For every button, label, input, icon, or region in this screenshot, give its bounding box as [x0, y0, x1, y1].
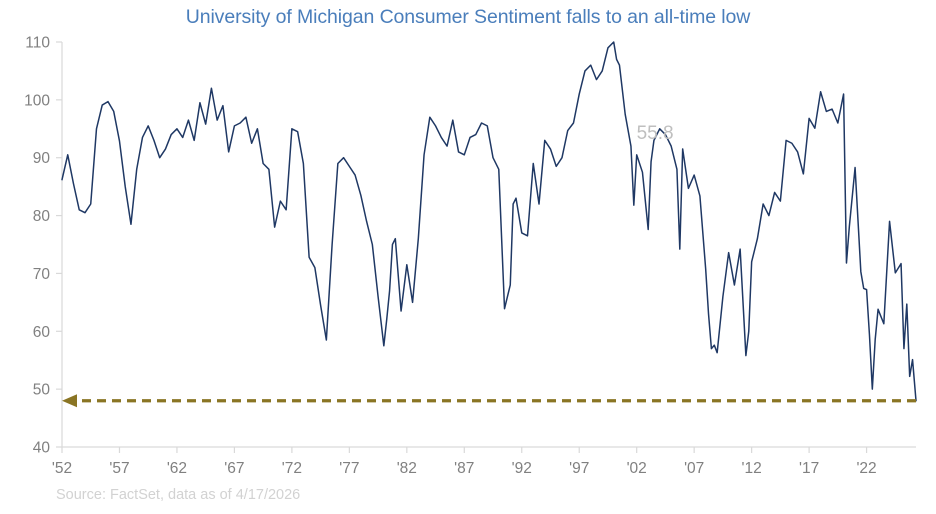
y-tick-label: 50: [33, 382, 51, 399]
series-group: [61, 41, 917, 402]
x-tick-label: '87: [454, 460, 474, 477]
x-tick-label: '52: [52, 460, 72, 477]
series-line-consumer-sentiment: [61, 41, 917, 402]
y-tick-label: 100: [24, 92, 50, 109]
x-tick-label: '82: [397, 460, 417, 477]
x-tick-label: '22: [856, 460, 876, 477]
y-tick-label: 60: [33, 324, 51, 341]
annotation-arrowhead-icon: [62, 394, 77, 408]
x-tick-label: '77: [339, 460, 359, 477]
x-tick-label: '57: [109, 460, 129, 477]
y-tick-label: 40: [33, 440, 51, 457]
x-tick-label: '07: [684, 460, 704, 477]
x-tick-label: '17: [799, 460, 819, 477]
x-tick-label: '92: [512, 460, 532, 477]
annotation-group: 55.8: [62, 123, 916, 408]
x-tick-label: '12: [742, 460, 762, 477]
x-tick-label: '72: [282, 460, 302, 477]
x-tick-label: '97: [569, 460, 589, 477]
x-tick-label: '02: [627, 460, 647, 477]
y-tick-label: 90: [33, 150, 51, 167]
x-tick-label: '62: [167, 460, 187, 477]
x-axis-tick-group: '52 '57 '62 '67 '72 '77 '82 '87 '92 '97 '02 '07 '12 '…: [52, 447, 877, 477]
axis-lines: [61, 42, 916, 448]
x-tick-label: '67: [224, 460, 244, 477]
y-tick-label: 70: [33, 266, 51, 283]
y-axis-tick-group: 40 50 60 70 80 90 100 110: [24, 35, 62, 457]
chart-title: University of Michigan Consumer Sentimen…: [185, 6, 751, 28]
y-tick-label: 110: [25, 35, 50, 52]
y-tick-label: 80: [33, 208, 51, 225]
annotation-value-label: 55.8: [637, 123, 674, 144]
source-note: Source: FactSet, data as of 4/17/2026: [56, 487, 301, 503]
